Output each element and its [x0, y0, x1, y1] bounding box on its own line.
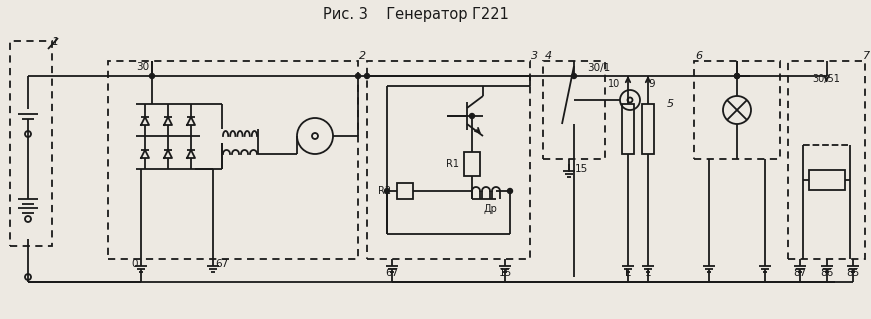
Text: 2: 2 — [360, 51, 367, 61]
Bar — [642, 104, 654, 154]
Text: 1: 1 — [51, 37, 58, 47]
Circle shape — [734, 73, 739, 78]
Circle shape — [384, 189, 389, 194]
Text: L: L — [625, 268, 631, 278]
Text: 30: 30 — [136, 62, 149, 72]
Text: 9: 9 — [649, 79, 655, 89]
Circle shape — [364, 73, 369, 78]
Circle shape — [734, 73, 739, 78]
Text: 4: 4 — [544, 51, 551, 61]
Text: 15: 15 — [498, 268, 511, 278]
Bar — [367, 61, 530, 259]
Text: 67: 67 — [215, 259, 228, 269]
Bar — [464, 152, 480, 176]
Text: 10: 10 — [608, 79, 620, 89]
Text: 5: 5 — [666, 99, 673, 109]
Circle shape — [508, 189, 512, 194]
Bar — [788, 61, 865, 259]
Text: 30/51: 30/51 — [813, 74, 841, 84]
Bar — [543, 61, 605, 159]
Text: 0: 0 — [132, 259, 138, 269]
Text: Рис. 3    Генератор Г221: Рис. 3 Генератор Г221 — [322, 6, 509, 21]
Text: 85: 85 — [847, 268, 860, 278]
Text: R2: R2 — [378, 186, 392, 196]
Circle shape — [355, 73, 361, 78]
Circle shape — [469, 114, 475, 118]
Text: 30/1: 30/1 — [587, 63, 611, 73]
Bar — [808, 170, 845, 190]
Bar — [622, 104, 634, 154]
Circle shape — [571, 73, 577, 78]
Text: R1: R1 — [445, 159, 458, 169]
Bar — [10, 41, 52, 246]
Text: 67: 67 — [385, 268, 399, 278]
Bar — [108, 61, 358, 259]
Text: 15: 15 — [574, 164, 588, 174]
Text: 86: 86 — [820, 268, 834, 278]
Text: 3: 3 — [531, 51, 538, 61]
Circle shape — [150, 73, 154, 78]
Bar — [694, 61, 780, 159]
Text: 1: 1 — [645, 268, 652, 278]
Text: 6: 6 — [695, 51, 703, 61]
Text: 87: 87 — [793, 268, 807, 278]
Bar — [397, 183, 413, 199]
Text: 7: 7 — [863, 51, 870, 61]
Text: Др: Др — [483, 204, 497, 214]
